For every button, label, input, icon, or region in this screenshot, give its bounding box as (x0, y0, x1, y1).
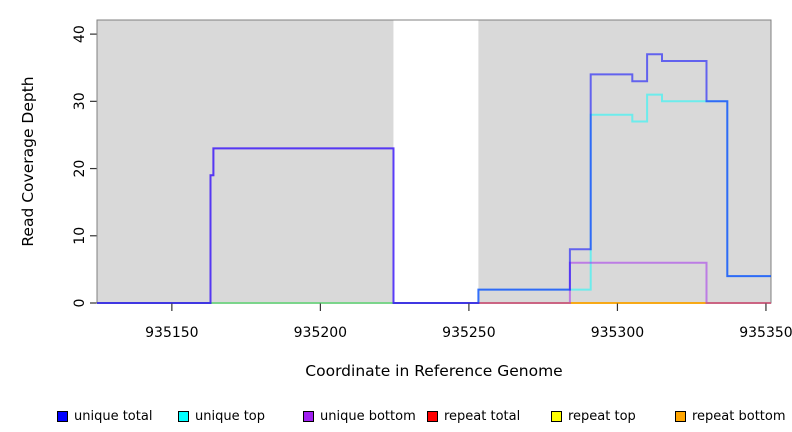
x-tick-label: 935200 (294, 325, 347, 341)
shaded-region (97, 20, 394, 303)
legend-item-label: unique total (74, 409, 153, 424)
legend-item-label: unique bottom (320, 409, 416, 424)
x-tick-label: 935150 (145, 325, 198, 341)
legend-item-repeat-top: repeat top (551, 409, 636, 424)
legend-item-label: repeat bottom (692, 409, 786, 424)
shaded-region (478, 20, 771, 303)
y-axis-title: Read Coverage Depth (19, 76, 37, 246)
legend-item-unique-top: unique top (178, 409, 265, 424)
legend-swatch (57, 411, 68, 422)
x-axis-title: Coordinate in Reference Genome (305, 362, 562, 380)
legend-swatch (303, 411, 314, 422)
shaded-regions (97, 20, 771, 303)
x-tick-label: 935350 (739, 325, 792, 341)
coverage-lines (97, 53, 771, 304)
legend-item-unique-total: unique total (57, 409, 152, 424)
legend-swatch (675, 411, 686, 422)
series-line-unique-total (97, 53, 771, 304)
legend-item-label: unique top (195, 409, 266, 424)
legend-item-unique-bottom: unique bottom (303, 409, 416, 424)
y-tick-label: 20 (72, 160, 88, 178)
y-tick-label: 30 (72, 92, 88, 110)
x-tick-label: 935250 (442, 325, 495, 341)
y-tick-label: 10 (72, 227, 88, 245)
x-tick-label: 935300 (591, 325, 644, 341)
legend-swatch (427, 411, 438, 422)
legend: unique total unique top unique bottom repea… (0, 409, 792, 429)
legend-item-label: repeat total (444, 409, 521, 424)
axes: 935150 935200 935250 935300 935350 0 10 20 30 40 (72, 25, 792, 341)
legend-swatch (178, 411, 189, 422)
legend-item-repeat-total: repeat total (427, 409, 520, 424)
y-tick-label: 40 (72, 25, 88, 43)
y-tick-label: 0 (72, 299, 88, 308)
legend-item-label: repeat top (568, 409, 636, 424)
legend-swatch (551, 411, 562, 422)
legend-item-repeat-bottom: repeat bottom (675, 409, 786, 424)
